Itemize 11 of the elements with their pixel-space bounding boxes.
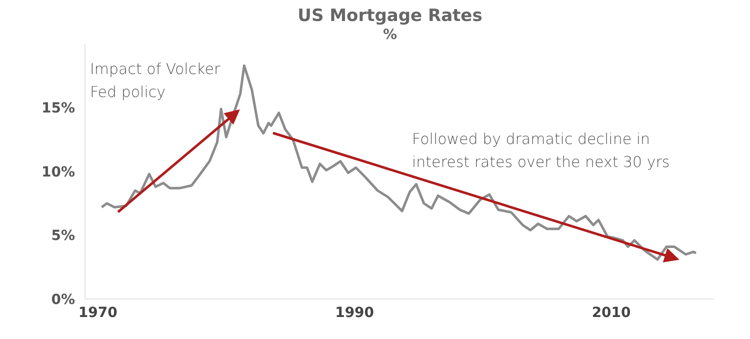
y-tick-label: 5%	[51, 228, 75, 244]
x-tick-label: 1990	[335, 304, 374, 321]
y-tick-label: 15%	[41, 100, 75, 117]
annotation: Followed by dramatic decline in interest rates over the next 30 yrs	[412, 129, 671, 173]
annotation: Impact of Volcker Fed policy	[90, 59, 222, 103]
y-tick-label: 10%	[41, 164, 75, 180]
x-tick-label: 1970	[78, 304, 118, 321]
x-tick-label: 2010	[592, 304, 632, 321]
y-tick-label: 0%	[51, 292, 75, 308]
chart-title: US Mortgage Rates	[296, 6, 484, 26]
chart-subtitle: %	[382, 27, 398, 43]
